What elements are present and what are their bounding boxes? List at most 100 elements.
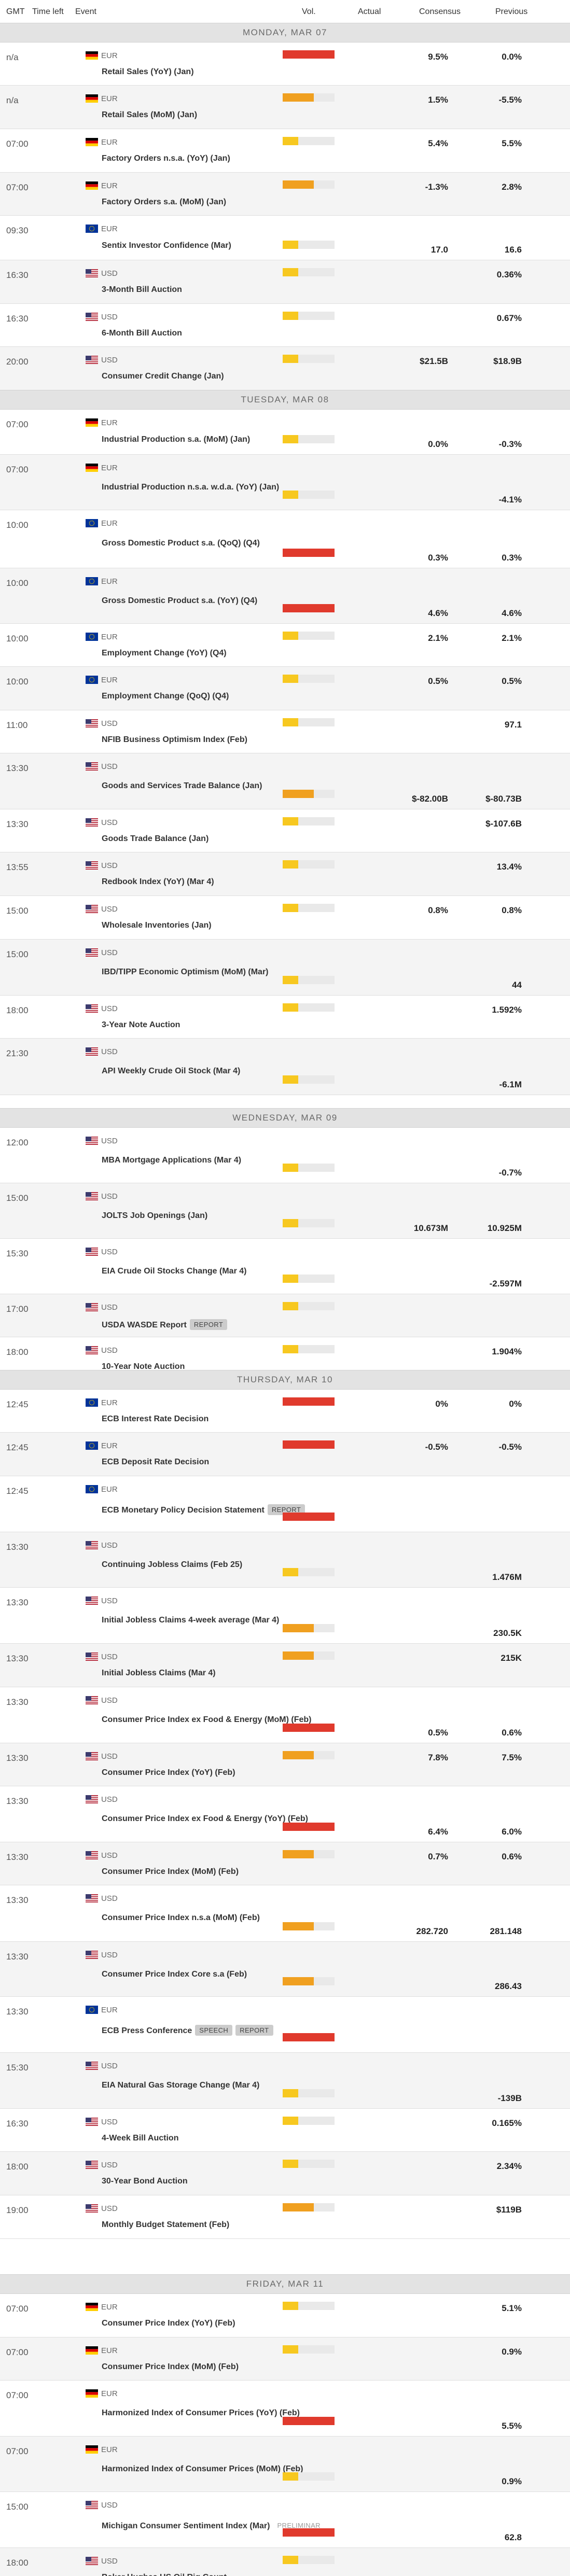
event-name[interactable]: Goods Trade Balance (Jan) xyxy=(102,834,208,844)
event-name[interactable]: Consumer Price Index (MoM) (Feb) xyxy=(102,2362,239,2372)
event-row[interactable]: 07:00 EUR Consumer Price Index (YoY) (Feb)… xyxy=(0,2294,570,2337)
event-name[interactable]: EIA Crude Oil Stocks Change (Mar 4) xyxy=(102,1267,246,1276)
event-name[interactable]: Industrial Production s.a. (MoM) (Jan) xyxy=(102,435,250,444)
event-name[interactable]: Consumer Price Index (MoM) (Feb) xyxy=(102,1867,239,1877)
event-row[interactable]: 15:30 USD EIA Crude Oil Stocks Change (Mar… xyxy=(0,1239,570,1294)
event-row[interactable]: 15:30 USD EIA Natural Gas Storage Change (… xyxy=(0,2053,570,2109)
event-name[interactable]: Consumer Credit Change (Jan) xyxy=(102,372,224,381)
event-name[interactable]: Sentix Investor Confidence (Mar) xyxy=(102,241,231,250)
event-row[interactable]: 13:30 USD Consumer Price Index Core s.a (F… xyxy=(0,1942,570,1997)
event-row[interactable]: 12:45 EUR ECB Deposit Rate Decision -0.5% -0… xyxy=(0,1433,570,1476)
event-name[interactable]: 3-Month Bill Auction xyxy=(102,285,182,295)
event-row[interactable]: 07:00 EUR Consumer Price Index (MoM) (Feb)… xyxy=(0,2337,570,2381)
event-name[interactable]: Harmonized Index of Consumer Prices (MoM… xyxy=(102,2465,303,2474)
event-name[interactable]: Employment Change (QoQ) (Q4) xyxy=(102,692,229,701)
event-row[interactable]: n/a EUR Retail Sales (MoM) (Jan) 1.5% -5.5% xyxy=(0,86,570,129)
event-row[interactable]: 13:30 USD Consumer Price Index ex Food & E… xyxy=(0,1687,570,1743)
event-row[interactable]: 10:00 EUR Gross Domestic Product s.a. (YoY… xyxy=(0,568,570,624)
event-row[interactable]: 18:00 USD 30-Year Bond Auction 2.34% xyxy=(0,2152,570,2195)
event-row[interactable]: 07:00 EUR Factory Orders n.s.a. (YoY) (Jan… xyxy=(0,129,570,173)
event-row[interactable]: 15:00 USD IBD/TIPP Economic Optimism (MoM)… xyxy=(0,940,570,996)
event-row[interactable]: 17:00 USD USDA WASDE Report REPORT xyxy=(0,1294,570,1337)
event-name[interactable]: 10-Year Note Auction xyxy=(102,1362,185,1371)
event-name[interactable]: Initial Jobless Claims (Mar 4) xyxy=(102,1669,216,1678)
event-row[interactable]: 09:30 EUR Sentix Investor Confidence (Mar)… xyxy=(0,216,570,260)
event-row[interactable]: 13:30 USD Initial Jobless Claims (Mar 4) 21… xyxy=(0,1644,570,1687)
event-row[interactable]: 11:00 USD NFIB Business Optimism Index (Fe… xyxy=(0,710,570,753)
event-row[interactable]: 07:00 EUR Harmonized Index of Consumer Pri… xyxy=(0,2381,570,2437)
previous-value: 2.1% xyxy=(502,633,522,643)
event-name[interactable]: MBA Mortgage Applications (Mar 4) xyxy=(102,1156,241,1165)
event-name[interactable]: Monthly Budget Statement (Feb) xyxy=(102,2220,229,2230)
event-row[interactable]: 16:30 USD 3-Month Bill Auction 0.36% xyxy=(0,260,570,304)
event-name[interactable]: USDA WASDE Report REPORT xyxy=(102,1319,228,1330)
event-name[interactable]: Retail Sales (YoY) (Jan) xyxy=(102,67,194,77)
event-name[interactable]: ECB Monetary Policy Decision Statement RE… xyxy=(102,1504,305,1515)
event-row[interactable]: 13:30 USD Continuing Jobless Claims (Feb 2… xyxy=(0,1532,570,1588)
event-name[interactable]: 6-Month Bill Auction xyxy=(102,329,182,338)
event-name[interactable]: Goods and Services Trade Balance (Jan) xyxy=(102,781,262,791)
event-name[interactable]: Gross Domestic Product s.a. (YoY) (Q4) xyxy=(102,596,257,606)
event-name[interactable]: Continuing Jobless Claims (Feb 25) xyxy=(102,1560,242,1570)
event-name[interactable]: 4-Week Bill Auction xyxy=(102,2134,178,2143)
event-name[interactable]: Baker Hughes US Oil Rig Count xyxy=(102,2573,227,2576)
event-row[interactable]: 07:00 EUR Industrial Production n.s.a. w.d… xyxy=(0,455,570,510)
event-name[interactable]: Factory Orders s.a. (MoM) (Jan) xyxy=(102,198,226,207)
event-name[interactable]: Wholesale Inventories (Jan) xyxy=(102,921,212,930)
event-name[interactable]: Initial Jobless Claims 4-week average (M… xyxy=(102,1616,279,1625)
event-row[interactable]: 13:30 USD Consumer Price Index ex Food & E… xyxy=(0,1786,570,1842)
event-name[interactable]: Redbook Index (YoY) (Mar 4) xyxy=(102,877,214,887)
event-name[interactable]: Consumer Price Index Core s.a (Feb) xyxy=(102,1970,247,1979)
event-row[interactable]: 13:30 USD Consumer Price Index (MoM) (Feb)… xyxy=(0,1842,570,1885)
event-name[interactable]: Employment Change (YoY) (Q4) xyxy=(102,649,227,658)
event-row[interactable]: 13:30 USD Goods Trade Balance (Jan) $-107.6… xyxy=(0,809,570,852)
event-name[interactable]: Harmonized Index of Consumer Prices (YoY… xyxy=(102,2409,300,2418)
event-row[interactable]: 21:30 USD API Weekly Crude Oil Stock (Mar … xyxy=(0,1039,570,1095)
event-name[interactable]: Industrial Production n.s.a. w.d.a. (YoY… xyxy=(102,483,279,492)
event-row[interactable]: 10:00 EUR Gross Domestic Product s.a. (QoQ… xyxy=(0,510,570,568)
event-name[interactable]: ECB Press Conference SPEECH REPORT xyxy=(102,2025,273,2036)
event-row[interactable]: 12:45 EUR ECB Monetary Policy Decision Sta… xyxy=(0,1476,570,1532)
event-row[interactable]: 12:00 USD MBA Mortgage Applications (Mar 4… xyxy=(0,1128,570,1183)
event-row[interactable]: 18:00 USD Baker Hughes US Oil Rig Count xyxy=(0,2548,570,2576)
event-row[interactable]: 19:00 USD Monthly Budget Statement (Feb) $1… xyxy=(0,2195,570,2239)
event-row[interactable]: 16:30 USD 4-Week Bill Auction 0.165% xyxy=(0,2109,570,2152)
event-name[interactable]: EIA Natural Gas Storage Change (Mar 4) xyxy=(102,2081,259,2090)
event-row[interactable]: 12:45 EUR ECB Interest Rate Decision 0% 0% xyxy=(0,1390,570,1433)
event-row[interactable]: 20:00 USD Consumer Credit Change (Jan) $21.… xyxy=(0,347,570,390)
event-name[interactable]: Retail Sales (MoM) (Jan) xyxy=(102,110,197,120)
event-name[interactable]: Consumer Price Index (YoY) (Feb) xyxy=(102,1768,235,1777)
event-name[interactable]: Consumer Price Index (YoY) (Feb) xyxy=(102,2319,235,2328)
event-row[interactable]: 13:30 EUR ECB Press Conference SPEECH REPORT xyxy=(0,1997,570,2053)
event-name[interactable]: Consumer Price Index ex Food & Energy (M… xyxy=(102,1715,312,1725)
event-name[interactable]: IBD/TIPP Economic Optimism (MoM) (Mar) xyxy=(102,968,269,977)
event-row[interactable]: 13:30 USD Consumer Price Index n.s.a (MoM)… xyxy=(0,1885,570,1942)
event-row[interactable]: 07:00 EUR Factory Orders s.a. (MoM) (Jan) -… xyxy=(0,173,570,216)
event-name[interactable]: Gross Domestic Product s.a. (QoQ) (Q4) xyxy=(102,539,260,548)
event-name[interactable]: API Weekly Crude Oil Stock (Mar 4) xyxy=(102,1067,240,1076)
event-row[interactable]: 13:30 USD Goods and Services Trade Balance… xyxy=(0,753,570,809)
event-name[interactable]: ECB Interest Rate Decision xyxy=(102,1415,208,1424)
event-row[interactable]: 15:00 USD Michigan Consumer Sentiment Inde… xyxy=(0,2492,570,2548)
event-row[interactable]: 13:55 USD Redbook Index (YoY) (Mar 4) 13.4% xyxy=(0,852,570,896)
event-name[interactable]: JOLTS Job Openings (Jan) xyxy=(102,1211,207,1221)
event-name[interactable]: NFIB Business Optimism Index (Feb) xyxy=(102,735,247,745)
event-row[interactable]: n/a EUR Retail Sales (YoY) (Jan) 9.5% 0.0% xyxy=(0,43,570,86)
event-row[interactable]: 16:30 USD 6-Month Bill Auction 0.67% xyxy=(0,304,570,347)
event-row[interactable]: 07:00 EUR Harmonized Index of Consumer Pri… xyxy=(0,2437,570,2492)
event-row[interactable]: 13:30 USD Initial Jobless Claims 4-week av… xyxy=(0,1588,570,1644)
event-row[interactable]: 18:00 USD 3-Year Note Auction 1.592% xyxy=(0,996,570,1039)
event-row[interactable]: 07:00 EUR Industrial Production s.a. (MoM)… xyxy=(0,410,570,455)
event-row[interactable]: 15:00 USD Wholesale Inventories (Jan) 0.8% 0… xyxy=(0,896,570,940)
event-name[interactable]: Michigan Consumer Sentiment Index (Mar) P… xyxy=(102,2520,325,2531)
event-name[interactable]: Consumer Price Index ex Food & Energy (Y… xyxy=(102,1814,308,1824)
event-row[interactable]: 13:30 USD Consumer Price Index (YoY) (Feb)… xyxy=(0,1743,570,1786)
event-row[interactable]: 15:00 USD JOLTS Job Openings (Jan) 10.673M 1… xyxy=(0,1183,570,1239)
event-name[interactable]: ECB Deposit Rate Decision xyxy=(102,1458,209,1467)
event-row[interactable]: 10:00 EUR Employment Change (QoQ) (Q4) 0.5%… xyxy=(0,667,570,710)
event-name[interactable]: Factory Orders n.s.a. (YoY) (Jan) xyxy=(102,154,230,163)
event-name[interactable]: 30-Year Bond Auction xyxy=(102,2177,188,2186)
event-row[interactable]: 10:00 EUR Employment Change (YoY) (Q4) 2.1%… xyxy=(0,624,570,667)
event-name[interactable]: 3-Year Note Auction xyxy=(102,1020,180,1030)
event-name[interactable]: Consumer Price Index n.s.a (MoM) (Feb) xyxy=(102,1913,260,1923)
